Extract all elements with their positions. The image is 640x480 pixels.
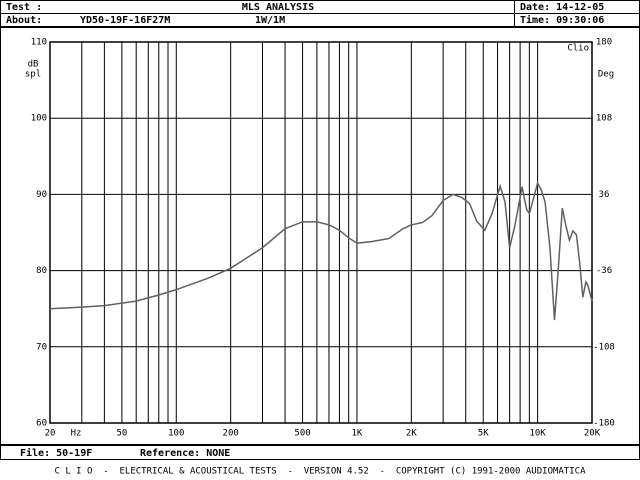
test-label: Test : xyxy=(6,2,42,13)
brand: Clio xyxy=(567,44,589,54)
level: 1W/1M xyxy=(255,15,285,26)
x-tick-label: 200 xyxy=(223,429,239,439)
y-tick-label: 80 xyxy=(36,266,47,276)
plot-area xyxy=(49,41,593,424)
y2-tick-label: -36 xyxy=(596,266,612,276)
x-tick-label: 5K xyxy=(478,429,489,439)
x-tick-label: 50 xyxy=(116,429,127,439)
x-unit: Hz xyxy=(71,429,82,439)
date: Date: 14-12-05 xyxy=(520,2,604,13)
about: YD50-19F-16F27M xyxy=(80,15,170,26)
spl-curve xyxy=(49,180,593,321)
y-tick-label: 90 xyxy=(36,190,47,200)
y-tick-label: 110 xyxy=(31,38,47,48)
y-tick-label: 100 xyxy=(31,114,47,124)
x-tick-label: 20K xyxy=(584,429,601,439)
y-tick-label: 70 xyxy=(36,342,47,352)
brand-bg xyxy=(568,43,591,53)
y2-tick-label: 180 xyxy=(596,38,612,48)
y2-tick-label: -180 xyxy=(593,419,615,429)
y-label: dB xyxy=(28,60,39,70)
x-tick-label: 10K xyxy=(529,429,546,439)
x-tick-label: 100 xyxy=(168,429,184,439)
x-tick-label: 2K xyxy=(406,429,417,439)
y2-tick-label: 108 xyxy=(596,114,612,124)
time: Time: 09:30:06 xyxy=(520,14,604,26)
y-tick-label: 60 xyxy=(36,419,47,429)
header-title: MLS ANALYSIS xyxy=(242,2,314,13)
credits: C L I O - ELECTRICAL & ACOUSTICAL TESTS … xyxy=(54,467,586,477)
y-label: spl xyxy=(25,70,41,80)
file: File: 50-19F xyxy=(20,447,92,459)
y2-tick-label: 36 xyxy=(599,190,610,200)
x-tick-label: 500 xyxy=(294,429,310,439)
x-tick-label: 1K xyxy=(352,429,363,439)
about-label: About: xyxy=(6,15,42,26)
y2-tick-label: -108 xyxy=(593,342,615,352)
reference: Reference: NONE xyxy=(140,448,230,459)
x-tick-label: 20 xyxy=(45,429,56,439)
y2-label: Deg xyxy=(598,70,614,80)
